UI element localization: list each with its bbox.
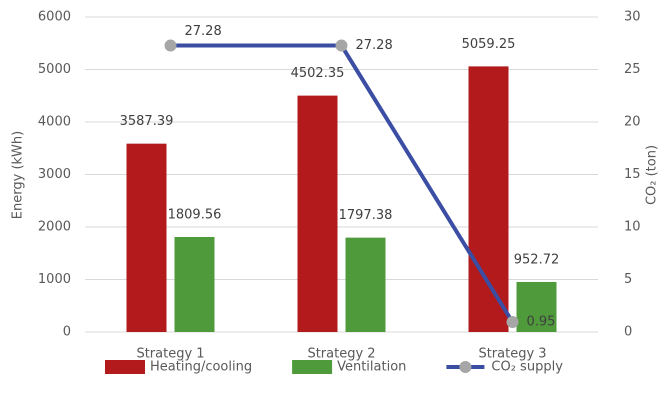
bar xyxy=(516,281,557,332)
legend-label: Heating/cooling xyxy=(150,360,252,375)
y2-tick-label: 25 xyxy=(624,62,641,77)
data-label: 4502.35 xyxy=(291,66,345,81)
data-label: 3587.39 xyxy=(120,114,174,129)
y2-axis-title: CO₂ (ton) xyxy=(645,145,660,205)
y-tick-label: 6000 xyxy=(38,10,71,25)
y2-tick-label: 10 xyxy=(624,220,641,235)
data-label: 1797.38 xyxy=(339,208,393,223)
y-tick-label: 1000 xyxy=(38,272,71,287)
x-tick-label: Strategy 3 xyxy=(478,347,546,362)
y-tick-label: 0 xyxy=(63,325,71,340)
y2-tick-label: 15 xyxy=(624,167,641,182)
legend-swatch xyxy=(459,361,472,373)
legend-label: CO₂ supply xyxy=(491,360,563,375)
legend-label: Ventilation xyxy=(337,360,406,375)
bar xyxy=(174,236,215,332)
y2-tick-label: 20 xyxy=(624,115,641,130)
line-marker xyxy=(164,39,177,52)
data-label: 5059.25 xyxy=(462,37,516,52)
y2-tick-label: 0 xyxy=(624,325,632,340)
data-label: 952.72 xyxy=(514,252,560,267)
y2-tick-label: 5 xyxy=(624,272,632,287)
data-label: 27.28 xyxy=(356,38,393,53)
legend-swatch xyxy=(105,360,145,374)
bar xyxy=(297,95,338,333)
y-tick-label: 5000 xyxy=(38,62,71,77)
y-tick-label: 4000 xyxy=(38,115,71,130)
bar xyxy=(126,143,167,332)
bar xyxy=(468,66,509,332)
data-label: 1809.56 xyxy=(168,207,222,222)
x-tick-label: Strategy 1 xyxy=(136,347,204,362)
data-label: 27.28 xyxy=(185,24,222,39)
line-marker xyxy=(506,316,519,329)
bar xyxy=(345,237,386,332)
line-marker xyxy=(335,39,348,52)
x-tick-label: Strategy 2 xyxy=(307,347,375,362)
y-tick-label: 2000 xyxy=(38,220,71,235)
data-label: 0.95 xyxy=(527,315,556,330)
y-tick-label: 3000 xyxy=(38,167,71,182)
y2-tick-label: 30 xyxy=(624,10,641,25)
legend-swatch xyxy=(292,360,333,374)
line xyxy=(170,43,515,324)
y-axis-title: Energy (kWh) xyxy=(11,131,26,219)
